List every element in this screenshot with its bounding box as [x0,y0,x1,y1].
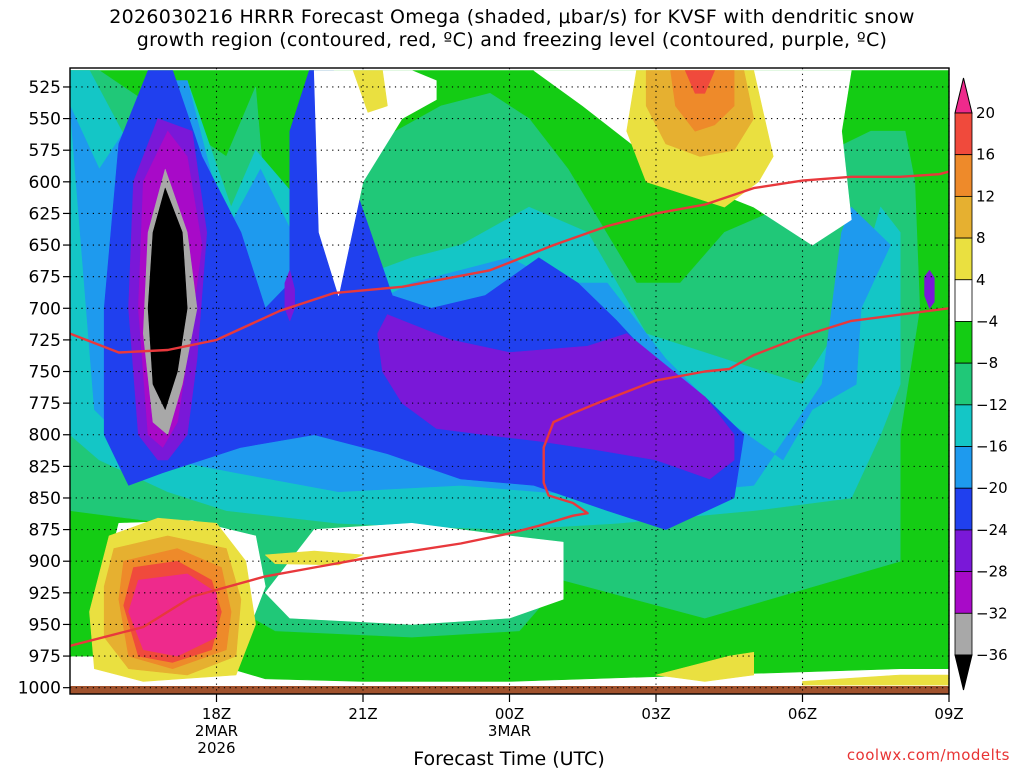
colorbar-label-7: −12 [976,396,1008,414]
y-tick-label-525: 525 [29,78,61,98]
colorbar-label-11: −28 [976,563,1008,581]
chart-title-line-1: 2026030216 HRRR Forecast Omega (shaded, … [109,6,915,28]
colorbar-label-8: −16 [976,438,1008,456]
colorbar-bin-12 [954,571,973,614]
colorbar-bin-2 [954,154,973,197]
colorbar-label-3: 8 [976,229,986,247]
y-tick-label-750: 750 [29,363,61,383]
x-tick-label-15-0: 09Z [934,705,963,723]
grid-lines [70,68,950,694]
colorbar-label-12: −32 [976,604,1008,622]
x-tick-label-6-0: 00Z [495,705,524,723]
omega-region-8 [924,269,935,309]
colorbar-label-6: −8 [976,354,998,372]
y-tick-label-675: 675 [29,268,61,288]
colorbar-bin-10 [954,487,973,531]
y-tick-label-1000: 1000 [18,679,61,699]
credit-text: coolwx.com/modelts [846,746,1010,764]
colorbar: 20 16 12 8 4 −4 −8 −12 −16 −20 −24 −28 −32 −36 [954,77,1008,691]
y-tick-label-800: 800 [29,426,61,446]
x-tick-label-0-2: 2026 [197,739,235,757]
colorbar-top-arrow [954,77,973,114]
colorbar-bin-13 [954,612,973,656]
colorbar-bottom-arrow [954,654,973,691]
y-tick-label-650: 650 [29,236,61,256]
colorbar-label-5: −4 [976,312,998,330]
colorbar-bin-4 [954,237,973,281]
colorbar-label-2: 12 [976,187,995,205]
red-contour-upper [70,170,949,354]
chart-title-line-2: growth region (contoured, red, ºC) and f… [136,29,888,51]
omega-region-25 [670,70,735,132]
x-axis-label: Forecast Time (UTC) [413,748,604,768]
y-tick-label-875: 875 [29,521,61,541]
colorbar-label-0: 20 [976,104,995,122]
colorbar-bin-11 [954,529,973,573]
x-tick-label-6-1: 3MAR [488,722,531,740]
omega-region-29 [128,573,217,657]
colorbar-bin-7 [954,362,973,406]
red-contour-lower [70,307,949,648]
y-tick-label-575: 575 [29,141,61,161]
colorbar-label-1: 16 [976,146,995,164]
colorbar-label-10: −24 [976,521,1008,539]
colorbar-label-13: −36 [976,646,1008,664]
x-tick-label-3-0: 21Z [348,705,377,723]
omega-region-21 [655,651,755,682]
y-tick-label-725: 725 [29,331,61,351]
y-tick-label-925: 925 [29,584,61,604]
omega-region-11 [147,187,188,410]
omega-region-19 [352,70,388,113]
contour-lines [70,170,949,648]
colorbar-bin-3 [954,195,973,239]
y-tick-label-825: 825 [29,457,61,477]
colorbar-bin-5 [954,279,973,322]
y-tick-label-775: 775 [29,394,61,414]
y-tick-label-900: 900 [29,552,61,572]
x-tick-label-9-0: 03Z [641,705,670,723]
y-tick-label-625: 625 [29,204,61,224]
omega-region-12 [313,70,437,296]
omega-region-27 [684,70,715,94]
plot-area [69,67,950,695]
y-axis: 525 550 575 600 625 650 675 700 725 750 775 800 825 8… [18,78,70,699]
y-tick-label-700: 700 [29,299,61,319]
x-tick-label-0-1: 2MAR [195,722,238,740]
omega-region-15 [264,522,564,625]
x-tick-label-0-0: 18Z [202,705,231,723]
y-tick-label-850: 850 [29,489,61,509]
colorbar-bin-6 [954,321,973,364]
y-tick-label-950: 950 [29,615,61,635]
chart-title: 2026030216 HRRR Forecast Omega (shaded, … [0,6,1024,52]
y-tick-label-975: 975 [29,647,61,667]
x-tick-label-12-0: 06Z [788,705,817,723]
colorbar-label-4: 4 [976,271,986,289]
omega-region-7 [377,314,735,480]
colorbar-bin-8 [954,404,973,447]
colorbar-bin-1 [954,112,973,156]
colorbar-bin-9 [954,446,973,489]
y-tick-label-550: 550 [29,110,61,130]
colorbar-label-9: −20 [976,479,1008,497]
y-tick-label-600: 600 [29,173,61,193]
